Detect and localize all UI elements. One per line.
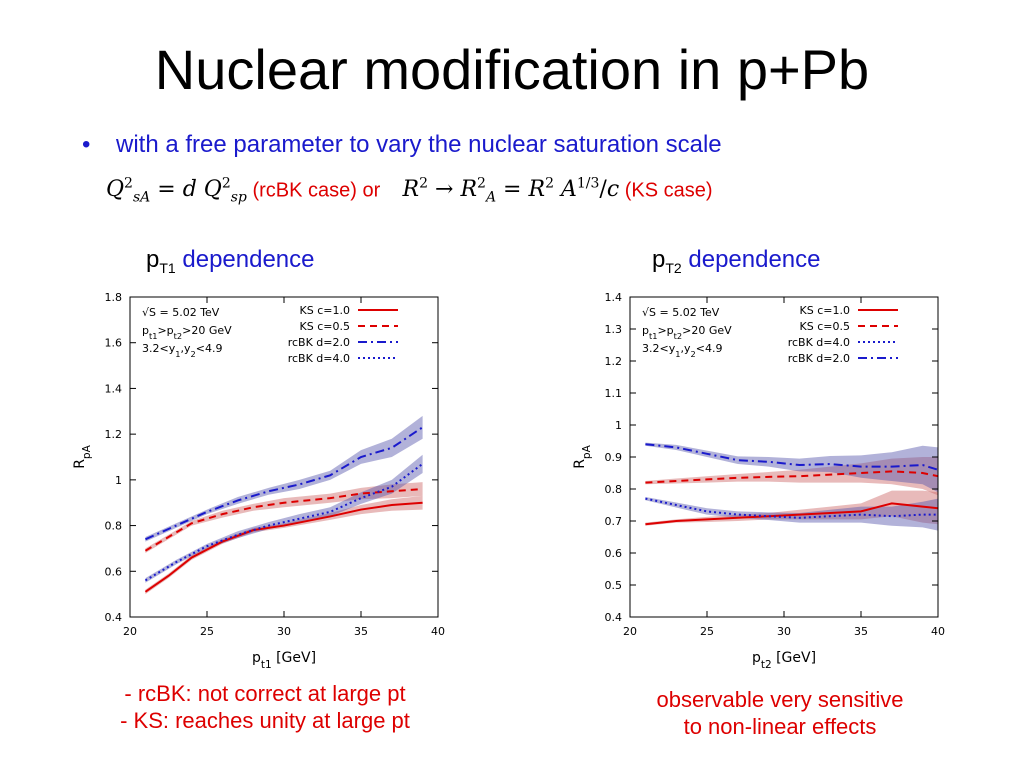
y-tick-label: 1.8 [105,291,123,304]
y-axis-label: RpA [72,444,93,468]
info-text-line: √S = 5.02 TeV [142,306,220,319]
legend-label: KS c=0.5 [300,320,350,333]
error-band-1 [145,482,423,553]
error-band-2 [145,415,423,542]
info-text-line: 3.2<y1,y2<4.9 [142,342,222,359]
series-line-0 [144,501,423,593]
ks-formula: R2 → R2A = R2 A1/3/c [402,176,620,206]
x-tick-label: 35 [854,625,868,638]
y-tick-label: 0.5 [605,579,623,592]
y-tick-label: 0.8 [105,520,123,533]
x-tick-label: 20 [123,625,137,638]
legend-label: KS c=1.0 [300,304,350,317]
y-tick-label: 1.4 [105,382,123,395]
left-note-line-2: - KS: reaches unity at large pt [120,708,410,733]
left-heading-sub: T1 [159,259,176,276]
x-axis-label: pt1 [GeV] [252,650,316,671]
right-heading-p: p [652,246,666,273]
y-tick-label: 0.4 [605,611,623,624]
rcbk-formula: Q2sA = d Q2sp [106,176,247,206]
legend-label: rcBK d=2.0 [788,352,850,365]
error-band-0 [145,495,423,595]
right-note-line-1: observable very sensitive [656,687,904,712]
y-tick-label: 1 [115,474,122,487]
ks-case-label: (KS case) [624,179,713,202]
bullet-text: with a free parameter to vary the nuclea… [116,131,722,158]
series-line-1 [645,470,939,484]
chart-right: 0.4 0.5 0.6 0.7 0.8 0.9 1 1.1 1.2 1.3 1.4 20 25 30 35 4… [572,291,945,671]
series-line-0 [645,502,939,526]
legend-label: KS c=0.5 [800,320,850,333]
legend-label: rcBK d=4.0 [788,336,850,349]
left-note: - rcBK: not correct at large pt - KS: re… [80,680,450,734]
legend-label: KS c=1.0 [800,304,850,317]
bullet-item: • with a free parameter to vary the nucle… [82,131,722,159]
formula-row: Q2sA = d Q2sp (rcBK case) or R2 → R2A = … [106,176,713,206]
x-tick-label: 40 [931,625,945,638]
left-heading: pT1 dependence [146,246,315,276]
rcbk-case-label: (rcBK case) or [252,179,381,202]
x-tick-label: 30 [277,625,291,638]
bullet-dot: • [82,131,91,158]
left-heading-dependence: dependence [182,246,315,273]
y-tick-label: 0.6 [605,547,623,560]
info-text-line: √S = 5.02 TeV [642,306,720,319]
y-tick-label: 0.8 [605,483,623,496]
right-note-line-2: to non-linear effects [683,714,877,739]
info-text-line: pt1>pt2>20 GeV [642,324,732,341]
x-tick-label: 30 [777,625,791,638]
left-note-line-1: - rcBK: not correct at large pt [124,681,406,706]
y-tick-label: 0.7 [605,515,623,528]
error-band-0 [645,490,938,526]
y-tick-label: 1 [615,419,622,432]
slide-title: Nuclear modification in p+Pb [154,38,870,101]
x-tick-label: 25 [200,625,214,638]
x-tick-label: 20 [623,625,637,638]
left-heading-p: p [146,246,160,273]
right-heading: pT2 dependence [652,246,821,276]
x-tick-label: 40 [431,625,445,638]
error-band-2 [645,497,938,531]
error-band-3 [145,454,423,583]
series-line-3 [144,463,424,582]
y-tick-label: 1.1 [605,387,623,400]
x-axis-label: pt2 [GeV] [752,650,816,671]
x-tick-label: 35 [354,625,368,638]
y-tick-label: 0.4 [105,611,123,624]
x-tick-label: 25 [700,625,714,638]
y-tick-label: 1.4 [605,291,623,304]
right-note: observable very sensitive to non-linear … [600,686,960,740]
info-text-line: pt1>pt2>20 GeV [142,324,232,341]
series-line-3 [645,443,939,471]
error-band-3 [645,442,938,493]
y-tick-label: 1.6 [105,337,123,350]
y-tick-label: 0.6 [105,565,123,578]
series-line-2 [645,497,938,519]
legend-label: rcBK d=4.0 [288,352,350,365]
right-heading-dependence: dependence [688,246,821,273]
chart-left: 0.4 0.6 0.8 1 1.2 1.4 1.6 1.8 20 25 30 35 40 pt1 [GeV… [72,291,445,671]
legend-label: rcBK d=2.0 [288,336,350,349]
y-tick-label: 1.3 [605,323,623,336]
right-heading-sub: T2 [665,259,682,276]
y-axis-label: RpA [572,444,593,468]
series-line-2 [144,426,424,541]
y-tick-label: 1.2 [105,428,123,441]
y-tick-label: 0.9 [605,451,623,464]
series-line-1 [144,488,423,552]
info-text-line: 3.2<y1,y2<4.9 [642,342,722,359]
y-tick-label: 1.2 [605,355,623,368]
